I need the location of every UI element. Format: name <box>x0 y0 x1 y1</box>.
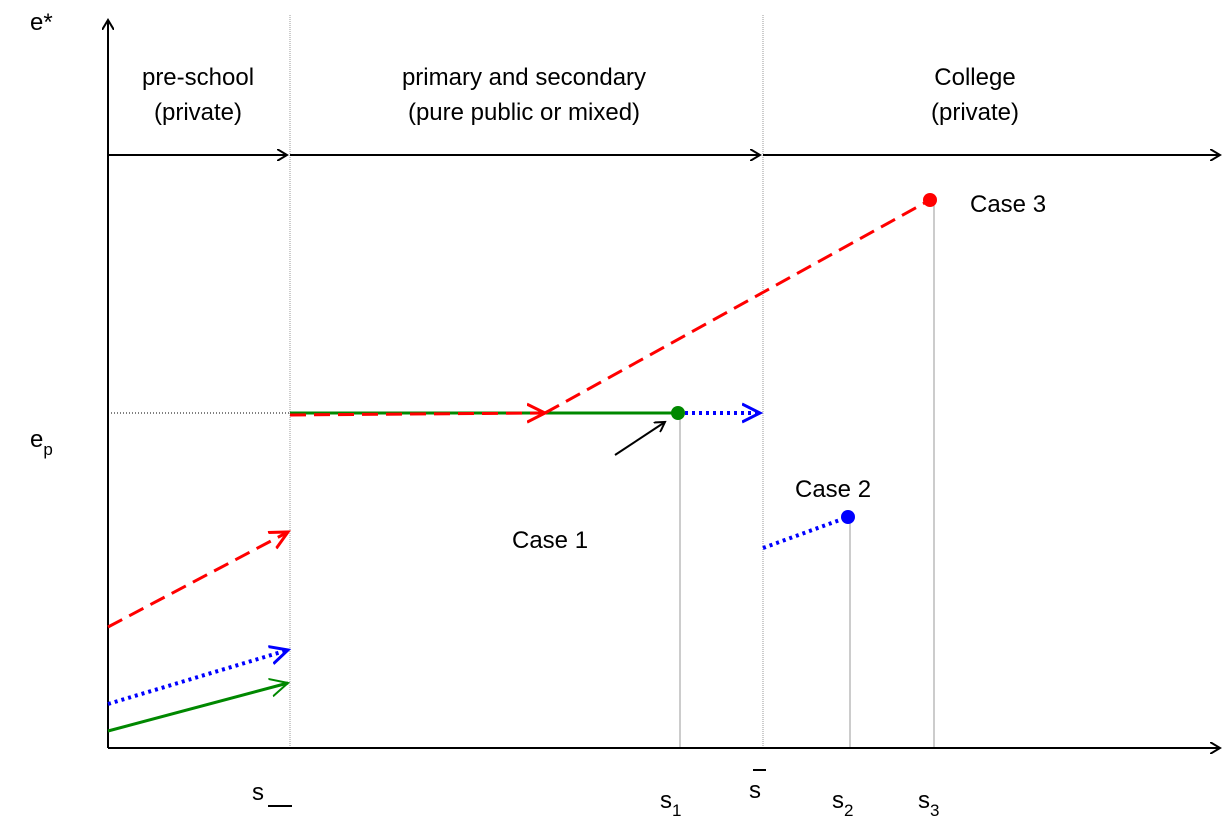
x-label: s3 <box>918 787 939 820</box>
guides <box>108 15 935 748</box>
x-label: s2 <box>832 787 853 820</box>
labels: e* ep pre-school (private) primary and s… <box>30 9 1046 820</box>
paths <box>107 193 937 807</box>
case-label: Case 2 <box>795 476 871 503</box>
region-title: primary and secondary <box>402 64 646 91</box>
case-label: Case 1 <box>512 527 588 554</box>
case-label: Case 3 <box>970 191 1046 218</box>
axes <box>108 20 1220 748</box>
x-label: s <box>252 779 264 806</box>
region-note: (private) <box>154 99 242 126</box>
x-label: s <box>749 777 761 804</box>
y-mark-label: ep <box>30 426 53 459</box>
x-label: s1 <box>660 787 681 820</box>
region-note: (private) <box>931 99 1019 126</box>
region-title: College <box>934 64 1015 91</box>
region-title: pre-school <box>142 64 254 91</box>
y-axis-label: e* <box>30 9 53 36</box>
region-note: (pure public or mixed) <box>408 99 640 126</box>
